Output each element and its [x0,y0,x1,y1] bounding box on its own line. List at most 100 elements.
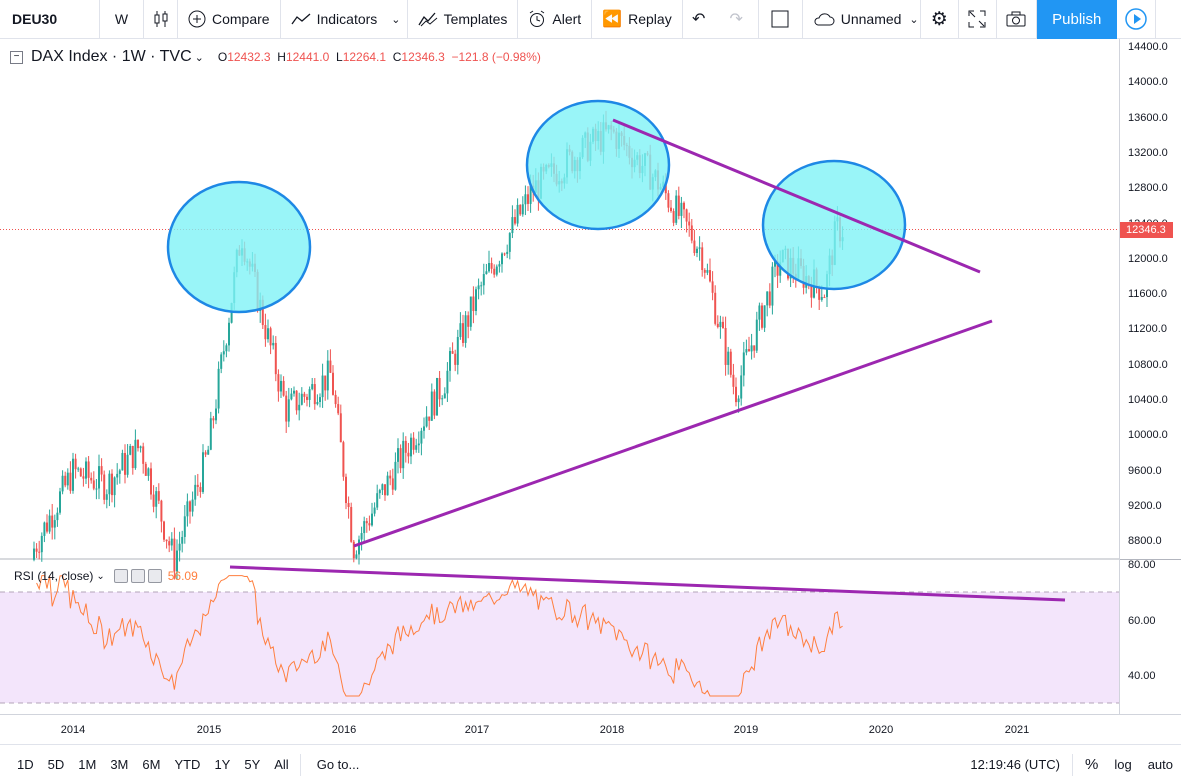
highlight-circle[interactable] [761,159,907,291]
percent-toggle[interactable]: % [1084,756,1099,773]
price-axis[interactable]: 14400.014000.013600.013200.012800.012400… [1119,39,1181,714]
redo-button[interactable]: ↷ [715,0,759,39]
candle [196,484,199,487]
range-buttons: 1D 5D 1M 3M 6M YTD 1Y 5Y All [0,757,296,772]
candle [142,446,145,464]
candle [501,253,503,265]
divider [299,753,301,776]
time-axis[interactable]: 2014 2015 2016 2017 2018 2019 2020 2021 [0,714,1181,744]
undo-button[interactable]: ↶ [683,0,715,39]
layout-name: Unnamed [840,11,902,27]
candle [402,440,405,469]
range-button[interactable]: YTD [174,757,201,772]
range-button[interactable]: 1D [17,757,34,772]
candle [92,480,95,489]
candle [98,466,100,489]
fullscreen-button[interactable] [959,0,997,39]
candle [423,426,425,431]
candle [410,437,412,457]
indicators-button[interactable]: Indicators ⌄ [281,0,408,39]
templates-button[interactable]: Templates [408,0,519,39]
candle [72,458,74,491]
settings-button[interactable]: ⚙ [921,0,959,39]
interval-button[interactable]: W [100,0,144,39]
price-axis-label: 14000.0 [1128,76,1168,89]
highlight-circle[interactable] [166,180,312,314]
resistance-trendline[interactable] [612,118,981,274]
candle [85,461,87,479]
candle [430,391,433,421]
log-toggle[interactable]: log [1114,757,1132,772]
candle [467,315,470,327]
time-axis-label: 2015 [196,724,222,736]
rsi-label[interactable]: RSI (14, close) [14,569,94,583]
legend-title[interactable]: DAX Index · 1W · TVC [31,48,192,65]
clock[interactable]: 12:19:46 (UTC) [970,757,1060,772]
range-button[interactable]: 1M [78,757,97,772]
chevron-down-icon[interactable]: ⌄ [194,51,204,64]
candle [308,389,311,400]
rsi-trendline[interactable] [229,565,1066,602]
candle [282,380,285,396]
candle [168,541,171,546]
replay-button[interactable]: ⏪ Replay [592,0,683,39]
range-button[interactable]: All [274,757,289,772]
range-button[interactable]: 6M [142,757,161,772]
candle [277,374,280,392]
candle [428,416,431,421]
chevron-down-icon[interactable]: ⌄ [96,570,105,582]
range-button[interactable]: 1Y [214,757,231,772]
alert-button[interactable]: Alert [518,0,593,39]
compare-button[interactable]: Compare [178,0,281,39]
candle [103,474,106,500]
chart-pane[interactable] [0,39,1119,714]
close-icon[interactable] [147,569,162,583]
collapse-icon[interactable]: − [10,50,23,64]
snapshot-button[interactable] [997,0,1037,39]
candle [66,472,69,486]
alarm-clock-icon [528,10,546,28]
candle [506,251,509,255]
candle [716,323,719,328]
ohlc-values: O12432.3 H12441.0 L12264.1 C12346.3 −121… [217,50,541,64]
candle [529,185,532,204]
candle [488,263,490,272]
highlight-circle[interactable] [525,99,671,231]
range-button[interactable]: 5D [47,757,65,772]
fullscreen-layout-button[interactable] [759,0,803,39]
candle [508,233,511,252]
play-circle-icon [1124,8,1147,30]
candle [394,461,397,490]
indicators-label: Indicators [316,11,378,27]
symbol-search[interactable]: DEU30 [0,0,100,39]
settings-icon[interactable] [130,569,145,583]
candle [742,352,745,376]
candle [768,291,771,306]
time-axis-label: 2017 [464,724,490,736]
candle [61,475,64,492]
eye-icon[interactable] [113,569,128,583]
change-value: −121.8 (−0.98%) [451,50,541,64]
chart-type-button[interactable] [144,0,178,39]
candle [147,468,150,476]
range-button[interactable]: 5Y [244,757,261,772]
candle [173,538,176,572]
publish-button[interactable]: Publish [1036,0,1117,39]
auto-toggle[interactable]: auto [1147,757,1173,772]
side-panel-button[interactable] [1117,0,1156,39]
price-chart[interactable] [0,39,1119,714]
goto-button[interactable]: Go to... [316,757,360,772]
candle [464,315,467,343]
candle [371,513,373,526]
candle [475,289,477,312]
support-trendline[interactable] [353,319,993,548]
expand-icon [968,10,986,28]
candle [755,319,758,351]
candle [264,325,267,340]
cloud-icon [813,12,835,26]
layout-menu[interactable]: Unnamed ⌄ [803,0,921,39]
range-button[interactable]: 3M [110,757,129,772]
candle [225,345,228,352]
candle [373,507,376,514]
candle [685,209,688,222]
